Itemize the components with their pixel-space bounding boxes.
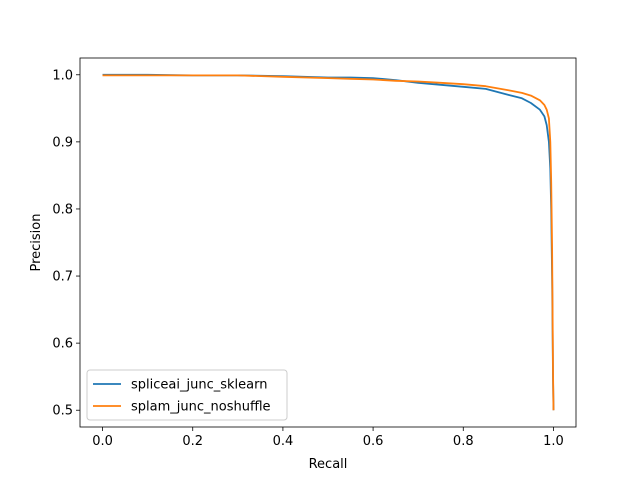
x-tick-label: 1.0 <box>543 434 564 449</box>
legend-label-splam: splam_junc_noshuffle <box>131 400 271 415</box>
plot-border <box>79 57 577 428</box>
plot-area <box>79 57 577 428</box>
y-tick-label: 1.0 <box>52 68 73 83</box>
y-tick-label: 0.5 <box>52 404 73 419</box>
x-axis-label: Recall <box>309 457 348 472</box>
y-axis-ticks: 0.5 0.6 0.7 0.8 0.9 1.0 <box>52 68 80 419</box>
x-tick-label: 0.0 <box>92 434 113 449</box>
y-tick-label: 0.6 <box>52 337 73 352</box>
x-tick-label: 0.8 <box>453 434 474 449</box>
y-tick-label: 0.9 <box>52 135 73 150</box>
legend-box <box>86 369 288 421</box>
y-tick-label: 0.7 <box>52 270 73 285</box>
series-layer <box>102 73 555 411</box>
series-line-splam <box>102 74 555 411</box>
x-tick-label: 0.4 <box>273 434 294 449</box>
x-axis-ticks: 0.0 0.2 0.4 0.6 0.8 1.0 <box>92 427 564 449</box>
x-tick-label: 0.2 <box>182 434 203 449</box>
y-axis-label: Precision <box>29 213 44 271</box>
x-tick-label: 0.6 <box>363 434 384 449</box>
legend: spliceai_junc_sklearn splam_junc_noshuff… <box>86 369 288 421</box>
legend-label-spliceai: spliceai_junc_sklearn <box>131 378 267 393</box>
plot-background <box>80 58 576 427</box>
y-tick-label: 0.8 <box>52 202 73 217</box>
